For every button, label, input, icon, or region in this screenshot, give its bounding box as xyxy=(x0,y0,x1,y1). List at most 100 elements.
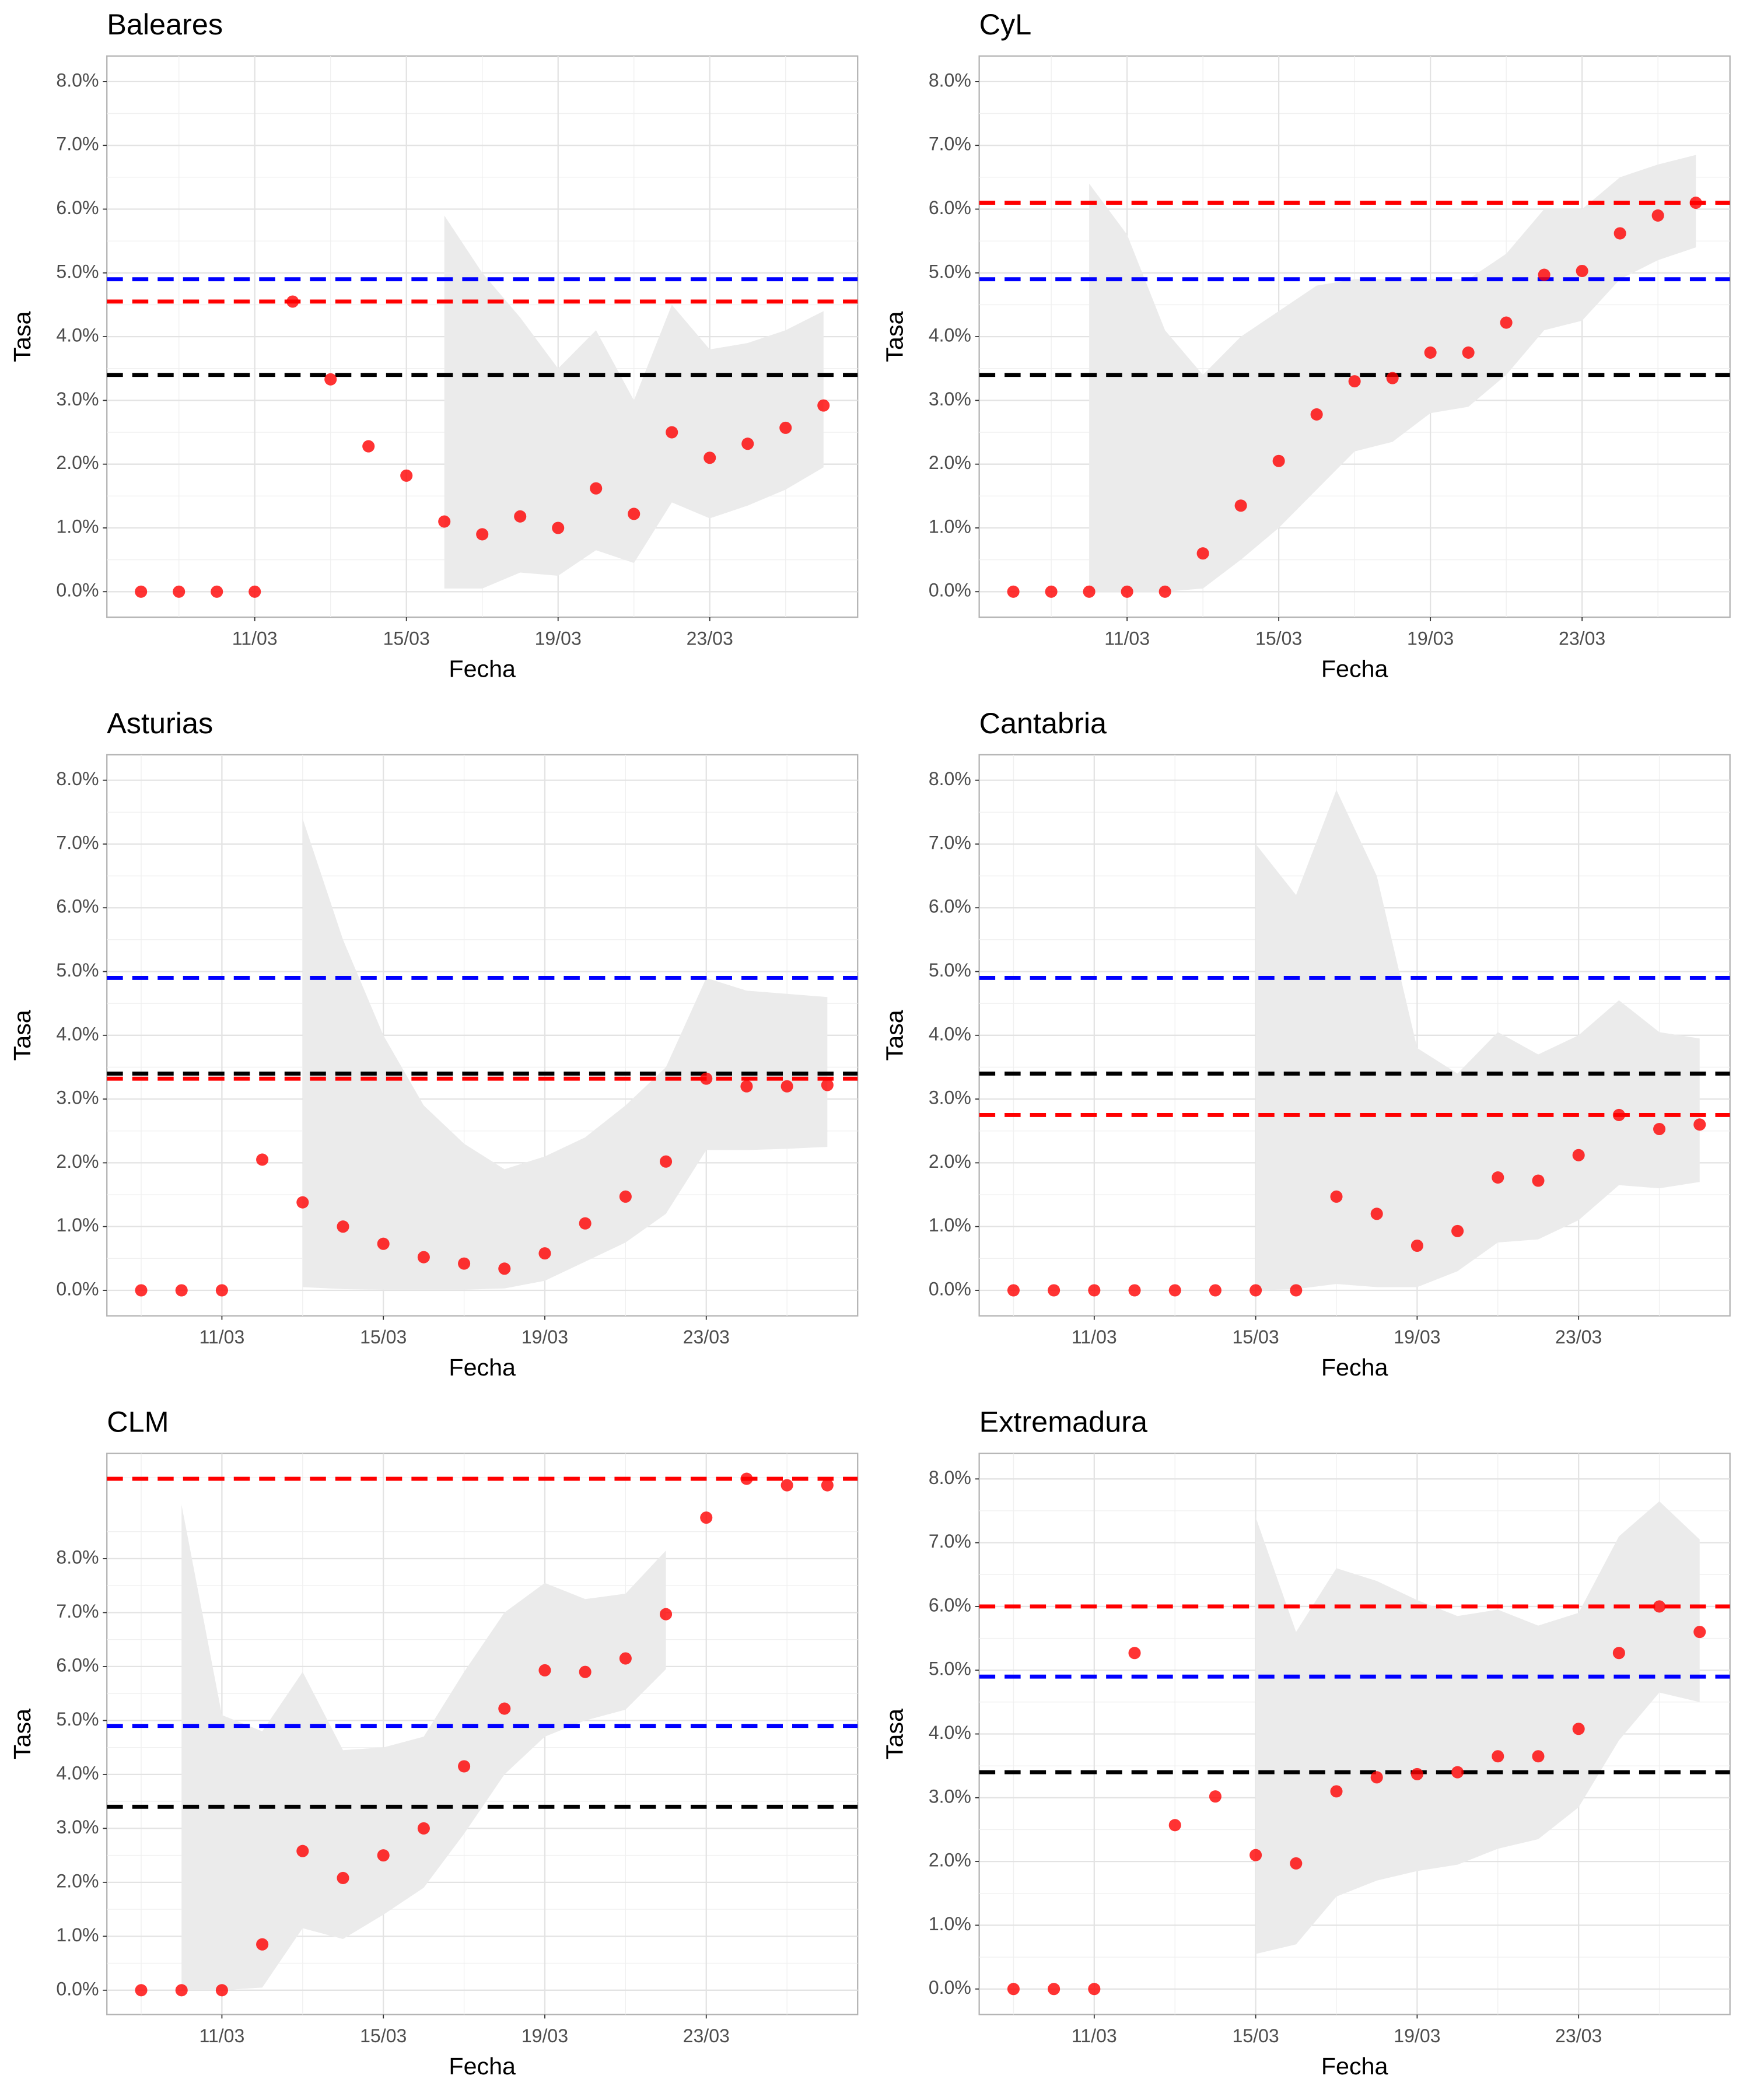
data-point xyxy=(780,1080,793,1093)
data-point xyxy=(1500,316,1513,329)
data-point xyxy=(1290,1284,1303,1297)
x-axis-title: Fecha xyxy=(449,2053,516,2080)
data-point xyxy=(1088,1983,1101,1996)
data-point xyxy=(779,421,792,434)
y-tick-label: 1.0% xyxy=(929,1913,971,1934)
y-tick-label: 5.0% xyxy=(56,1709,99,1730)
data-point xyxy=(1250,1849,1262,1861)
data-point xyxy=(458,1760,471,1773)
y-axis-title: Tasa xyxy=(881,1010,908,1060)
x-tick-label: 11/03 xyxy=(199,2025,244,2046)
x-tick-label: 11/03 xyxy=(1072,1326,1117,1348)
data-point xyxy=(1492,1750,1504,1763)
data-point xyxy=(1158,585,1171,598)
y-tick-label: 1.0% xyxy=(56,1924,99,1945)
data-point xyxy=(660,1608,673,1620)
data-point xyxy=(417,1822,430,1835)
y-tick-label: 1.0% xyxy=(56,1214,99,1236)
data-point xyxy=(324,373,337,386)
data-point xyxy=(1612,1108,1625,1121)
panel: 0.0% 1.0% 2.0% 3.0% 4.0% 5.0% 6.0% 7.0% 8.0% 11/0… xyxy=(9,8,859,682)
data-point xyxy=(135,585,148,598)
data-point xyxy=(1330,1785,1343,1798)
y-tick-label: 8.0% xyxy=(56,768,99,789)
data-point xyxy=(628,508,640,520)
data-point xyxy=(1462,346,1475,359)
data-point xyxy=(337,1871,349,1884)
y-tick-label: 2.0% xyxy=(929,1151,971,1172)
data-point xyxy=(700,1072,713,1085)
data-point xyxy=(1007,1983,1020,1996)
data-point xyxy=(1370,1208,1383,1220)
y-tick-label: 7.0% xyxy=(929,134,971,155)
panel-title: Cantabria xyxy=(979,706,1107,740)
data-point xyxy=(135,1284,148,1297)
x-axis-title: Fecha xyxy=(1321,656,1388,682)
y-tick-label: 6.0% xyxy=(56,197,99,218)
data-point xyxy=(660,1155,673,1168)
data-point xyxy=(1234,499,1247,512)
data-point xyxy=(514,510,527,523)
y-tick-label: 3.0% xyxy=(56,1817,99,1838)
data-point xyxy=(1209,1790,1222,1803)
data-point xyxy=(377,1849,390,1862)
data-point xyxy=(1196,547,1209,560)
panel-title: Extremadura xyxy=(979,1405,1148,1438)
data-point xyxy=(1168,1819,1181,1832)
data-point xyxy=(1330,1190,1343,1203)
data-point xyxy=(821,1079,834,1091)
confidence-band xyxy=(181,1504,666,1990)
x-tick-label: 19/03 xyxy=(1407,628,1454,649)
y-axis-title: Tasa xyxy=(9,1010,36,1060)
x-axis-title: Fecha xyxy=(1321,1354,1388,1381)
y-tick-label: 1.0% xyxy=(929,516,971,537)
x-tick-label: 19/03 xyxy=(535,628,582,649)
data-point xyxy=(175,1284,188,1297)
data-point xyxy=(1048,1983,1060,1996)
data-point xyxy=(590,482,603,495)
x-tick-label: 11/03 xyxy=(1072,2025,1117,2046)
data-point xyxy=(286,295,299,308)
data-point xyxy=(1007,585,1020,598)
y-tick-label: 1.0% xyxy=(56,516,99,537)
x-tick-label: 15/03 xyxy=(360,1326,407,1348)
data-point xyxy=(1048,1284,1060,1297)
data-point xyxy=(740,1472,753,1485)
y-tick-label: 6.0% xyxy=(929,896,971,917)
y-tick-label: 2.0% xyxy=(929,452,971,473)
panel: 0.0% 1.0% 2.0% 3.0% 4.0% 5.0% 6.0% 7.0% 8.0% 11/0… xyxy=(9,1405,859,2080)
y-tick-label: 5.0% xyxy=(56,261,99,282)
data-point xyxy=(1532,1750,1545,1763)
y-tick-label: 7.0% xyxy=(56,134,99,155)
panel-title: CyL xyxy=(979,8,1032,41)
x-tick-label: 23/03 xyxy=(1555,1326,1602,1348)
y-tick-label: 2.0% xyxy=(56,452,99,473)
data-point xyxy=(1410,1239,1423,1252)
data-point xyxy=(215,1284,228,1297)
y-tick-label: 4.0% xyxy=(929,1023,971,1044)
y-tick-label: 0.0% xyxy=(929,580,971,601)
data-point xyxy=(498,1702,511,1715)
data-point xyxy=(337,1220,349,1233)
data-point xyxy=(1168,1284,1181,1297)
y-tick-label: 0.0% xyxy=(929,1278,971,1299)
y-tick-label: 7.0% xyxy=(929,832,971,853)
data-point xyxy=(666,426,678,439)
data-point xyxy=(1572,1723,1585,1735)
x-tick-label: 15/03 xyxy=(1233,2025,1279,2046)
data-point xyxy=(417,1251,430,1264)
panel: 0.0% 1.0% 2.0% 3.0% 4.0% 5.0% 6.0% 7.0% 8.0% 11/0… xyxy=(881,1405,1731,2080)
confidence-band xyxy=(1255,790,1700,1291)
data-point xyxy=(1250,1284,1262,1297)
panel-title: Baleares xyxy=(107,8,223,41)
y-tick-label: 6.0% xyxy=(929,197,971,218)
data-point xyxy=(1007,1284,1020,1297)
data-point xyxy=(579,1665,592,1678)
data-point xyxy=(1653,1600,1666,1613)
data-point xyxy=(700,1511,713,1524)
x-tick-label: 23/03 xyxy=(683,2025,730,2046)
y-tick-label: 4.0% xyxy=(929,325,971,346)
data-point xyxy=(821,1479,834,1492)
confidence-band xyxy=(444,215,824,589)
